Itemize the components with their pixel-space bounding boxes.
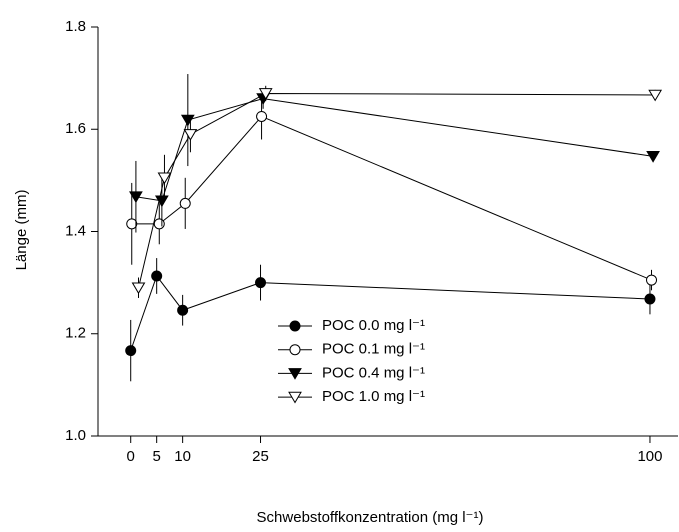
y-tick-label: 1.4 [65,222,86,239]
marker [180,114,195,127]
marker [157,172,172,185]
marker [255,277,267,289]
marker [258,88,273,100]
marker [177,304,189,316]
y-tick-label: 1.0 [65,427,86,444]
marker [644,293,656,305]
x-tick-label: 5 [153,448,161,465]
legend-label: POC 0.4 mg l⁻¹ [322,364,425,381]
series-line [138,92,656,288]
legend-marker [288,391,302,404]
x-tick-label: 0 [127,448,135,465]
legend-marker [288,368,302,380]
y-tick-label: 1.6 [65,120,86,137]
series-line [135,98,654,202]
marker [646,274,658,286]
legend-label: POC 1.0 mg l⁻¹ [322,388,425,405]
marker [648,89,663,102]
series-line [130,274,650,351]
marker [151,270,163,282]
marker [125,345,137,357]
x-axis-label: Schwebstoffkonzentration (mg l⁻¹) [257,509,484,526]
marker [256,110,268,122]
marker [153,218,165,230]
x-tick-label: 10 [174,448,191,465]
x-tick-label: 25 [252,448,269,465]
marker [183,129,198,141]
legend-marker [289,320,301,332]
marker [646,151,660,163]
marker [179,197,191,209]
series-line [131,115,652,281]
legend-label: POC 0.1 mg l⁻¹ [322,341,425,358]
legend-label: POC 0.0 mg l⁻¹ [322,317,425,334]
y-tick-label: 1.2 [65,325,86,342]
marker [131,282,146,295]
x-tick-label: 100 [637,448,662,465]
y-axis-label: Länge (mm) [13,190,30,271]
marker [129,191,143,204]
y-tick-label: 1.8 [65,18,86,35]
marker [126,218,138,230]
legend-marker [289,344,301,356]
